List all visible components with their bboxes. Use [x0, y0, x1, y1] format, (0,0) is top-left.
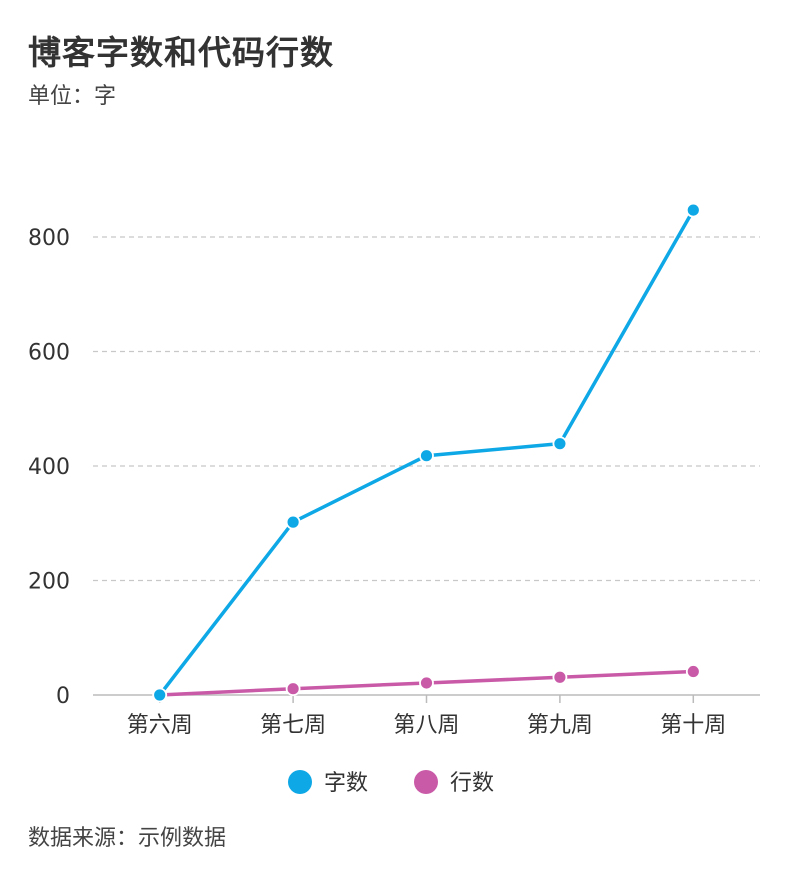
y-tick-label: 400: [28, 455, 70, 480]
data-point: [552, 436, 568, 452]
y-axis-ticks: 0 200 400 600 800: [28, 226, 70, 709]
x-tick-label: 第六周: [127, 713, 193, 738]
legend-marker: [414, 770, 438, 794]
chart-source: 数据来源：示例数据: [28, 826, 227, 851]
x-tick-label: 第十周: [660, 713, 726, 738]
legend-label: 字数: [324, 771, 368, 796]
legend-label: 行数: [450, 771, 494, 796]
data-point: [285, 514, 301, 530]
x-tick-label: 第八周: [393, 713, 459, 738]
data-point: [419, 675, 434, 691]
x-tick-label: 第七周: [260, 713, 326, 738]
legend-marker: [288, 770, 312, 794]
chart-subtitle: 单位：字: [28, 84, 117, 109]
data-point: [552, 669, 568, 685]
y-tick-label: 800: [28, 226, 70, 251]
y-tick-label: 600: [28, 341, 70, 366]
x-tick-label: 第九周: [527, 713, 593, 738]
grid-lines: [93, 236, 760, 582]
data-point: [685, 664, 701, 679]
x-axis-ticks: 第六周 第七周 第八周 第九周 第十周: [127, 695, 726, 738]
data-point: [152, 687, 168, 703]
chart-title: 博客字数和代码行数: [28, 33, 334, 72]
y-tick-label: 200: [28, 570, 70, 595]
data-point: [285, 681, 301, 697]
data-point: [419, 448, 434, 464]
y-tick-label: 0: [56, 684, 70, 709]
data-point: [685, 202, 701, 218]
legend: 字数 行数: [288, 770, 494, 796]
series-group: [152, 202, 701, 703]
